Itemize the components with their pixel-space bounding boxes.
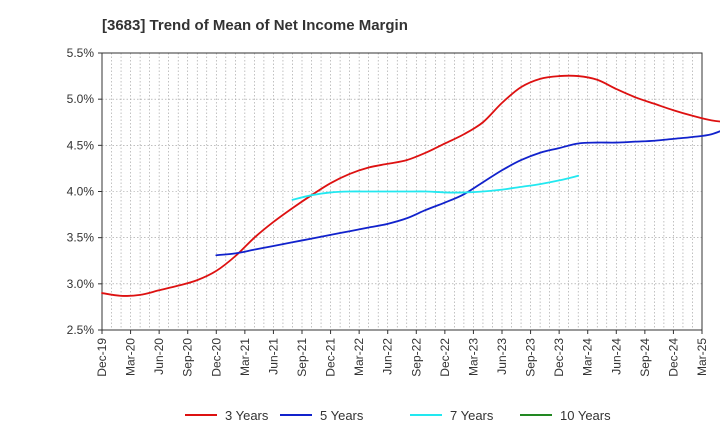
x-tick-label: Mar-25 bbox=[695, 338, 709, 376]
x-tick-label: Mar-24 bbox=[581, 338, 595, 376]
x-tick-label: Sep-24 bbox=[638, 338, 652, 377]
y-tick-label: 4.0% bbox=[67, 185, 95, 199]
legend-label-3-years: 3 Years bbox=[225, 408, 269, 423]
x-tick-label: Dec-24 bbox=[666, 338, 680, 377]
y-tick-label: 3.0% bbox=[67, 277, 95, 291]
x-tick-label: Dec-21 bbox=[324, 338, 338, 377]
x-tick-label: Mar-23 bbox=[466, 338, 480, 376]
y-tick-label: 5.5% bbox=[67, 46, 95, 60]
y-axis: 2.5% 3.0% 3.5% 4.0% 4.5% 5.0% 5.5% bbox=[67, 46, 102, 337]
x-tick-label: Sep-21 bbox=[295, 338, 309, 377]
x-tick-label: Mar-22 bbox=[352, 338, 366, 376]
x-tick-label: Sep-20 bbox=[181, 338, 195, 377]
x-tick-label: Dec-23 bbox=[552, 338, 566, 377]
y-tick-label: 2.5% bbox=[67, 323, 95, 337]
x-tick-label: Dec-19 bbox=[95, 338, 109, 377]
legend-label-10-years: 10 Years bbox=[560, 408, 611, 423]
x-tick-label: Dec-22 bbox=[438, 338, 452, 377]
x-tick-label: Mar-20 bbox=[124, 338, 138, 376]
gridlines bbox=[102, 53, 702, 330]
x-axis: Dec-19 Mar-20 Jun-20 Sep-20 Dec-20 Mar-21 Jun-… bbox=[95, 330, 709, 377]
x-tick-label: Jun-21 bbox=[266, 338, 280, 375]
x-tick-label: Jun-24 bbox=[609, 338, 623, 375]
x-tick-label: Jun-23 bbox=[495, 338, 509, 375]
y-tick-label: 3.5% bbox=[67, 231, 95, 245]
y-tick-label: 4.5% bbox=[67, 138, 95, 152]
chart-title: [3683] Trend of Mean of Net Income Margi… bbox=[102, 17, 408, 34]
x-tick-label: Sep-23 bbox=[524, 338, 538, 377]
series-lines bbox=[101, 74, 720, 297]
x-tick-label: Dec-20 bbox=[209, 338, 223, 377]
x-tick-label: Jun-22 bbox=[381, 338, 395, 375]
series-line-5-years bbox=[215, 130, 720, 257]
legend-label-5-years: 5 Years bbox=[320, 408, 364, 423]
legend-label-7-years: 7 Years bbox=[450, 408, 494, 423]
legend: 3 Years 5 Years 7 Years 10 Years bbox=[185, 408, 611, 423]
y-tick-label: 5.0% bbox=[67, 92, 95, 106]
series-line-3-years bbox=[101, 74, 720, 297]
x-tick-label: Sep-22 bbox=[409, 338, 423, 377]
x-tick-label: Mar-21 bbox=[238, 338, 252, 376]
series-line-7-years bbox=[291, 174, 580, 201]
x-tick-label: Jun-20 bbox=[152, 338, 166, 375]
